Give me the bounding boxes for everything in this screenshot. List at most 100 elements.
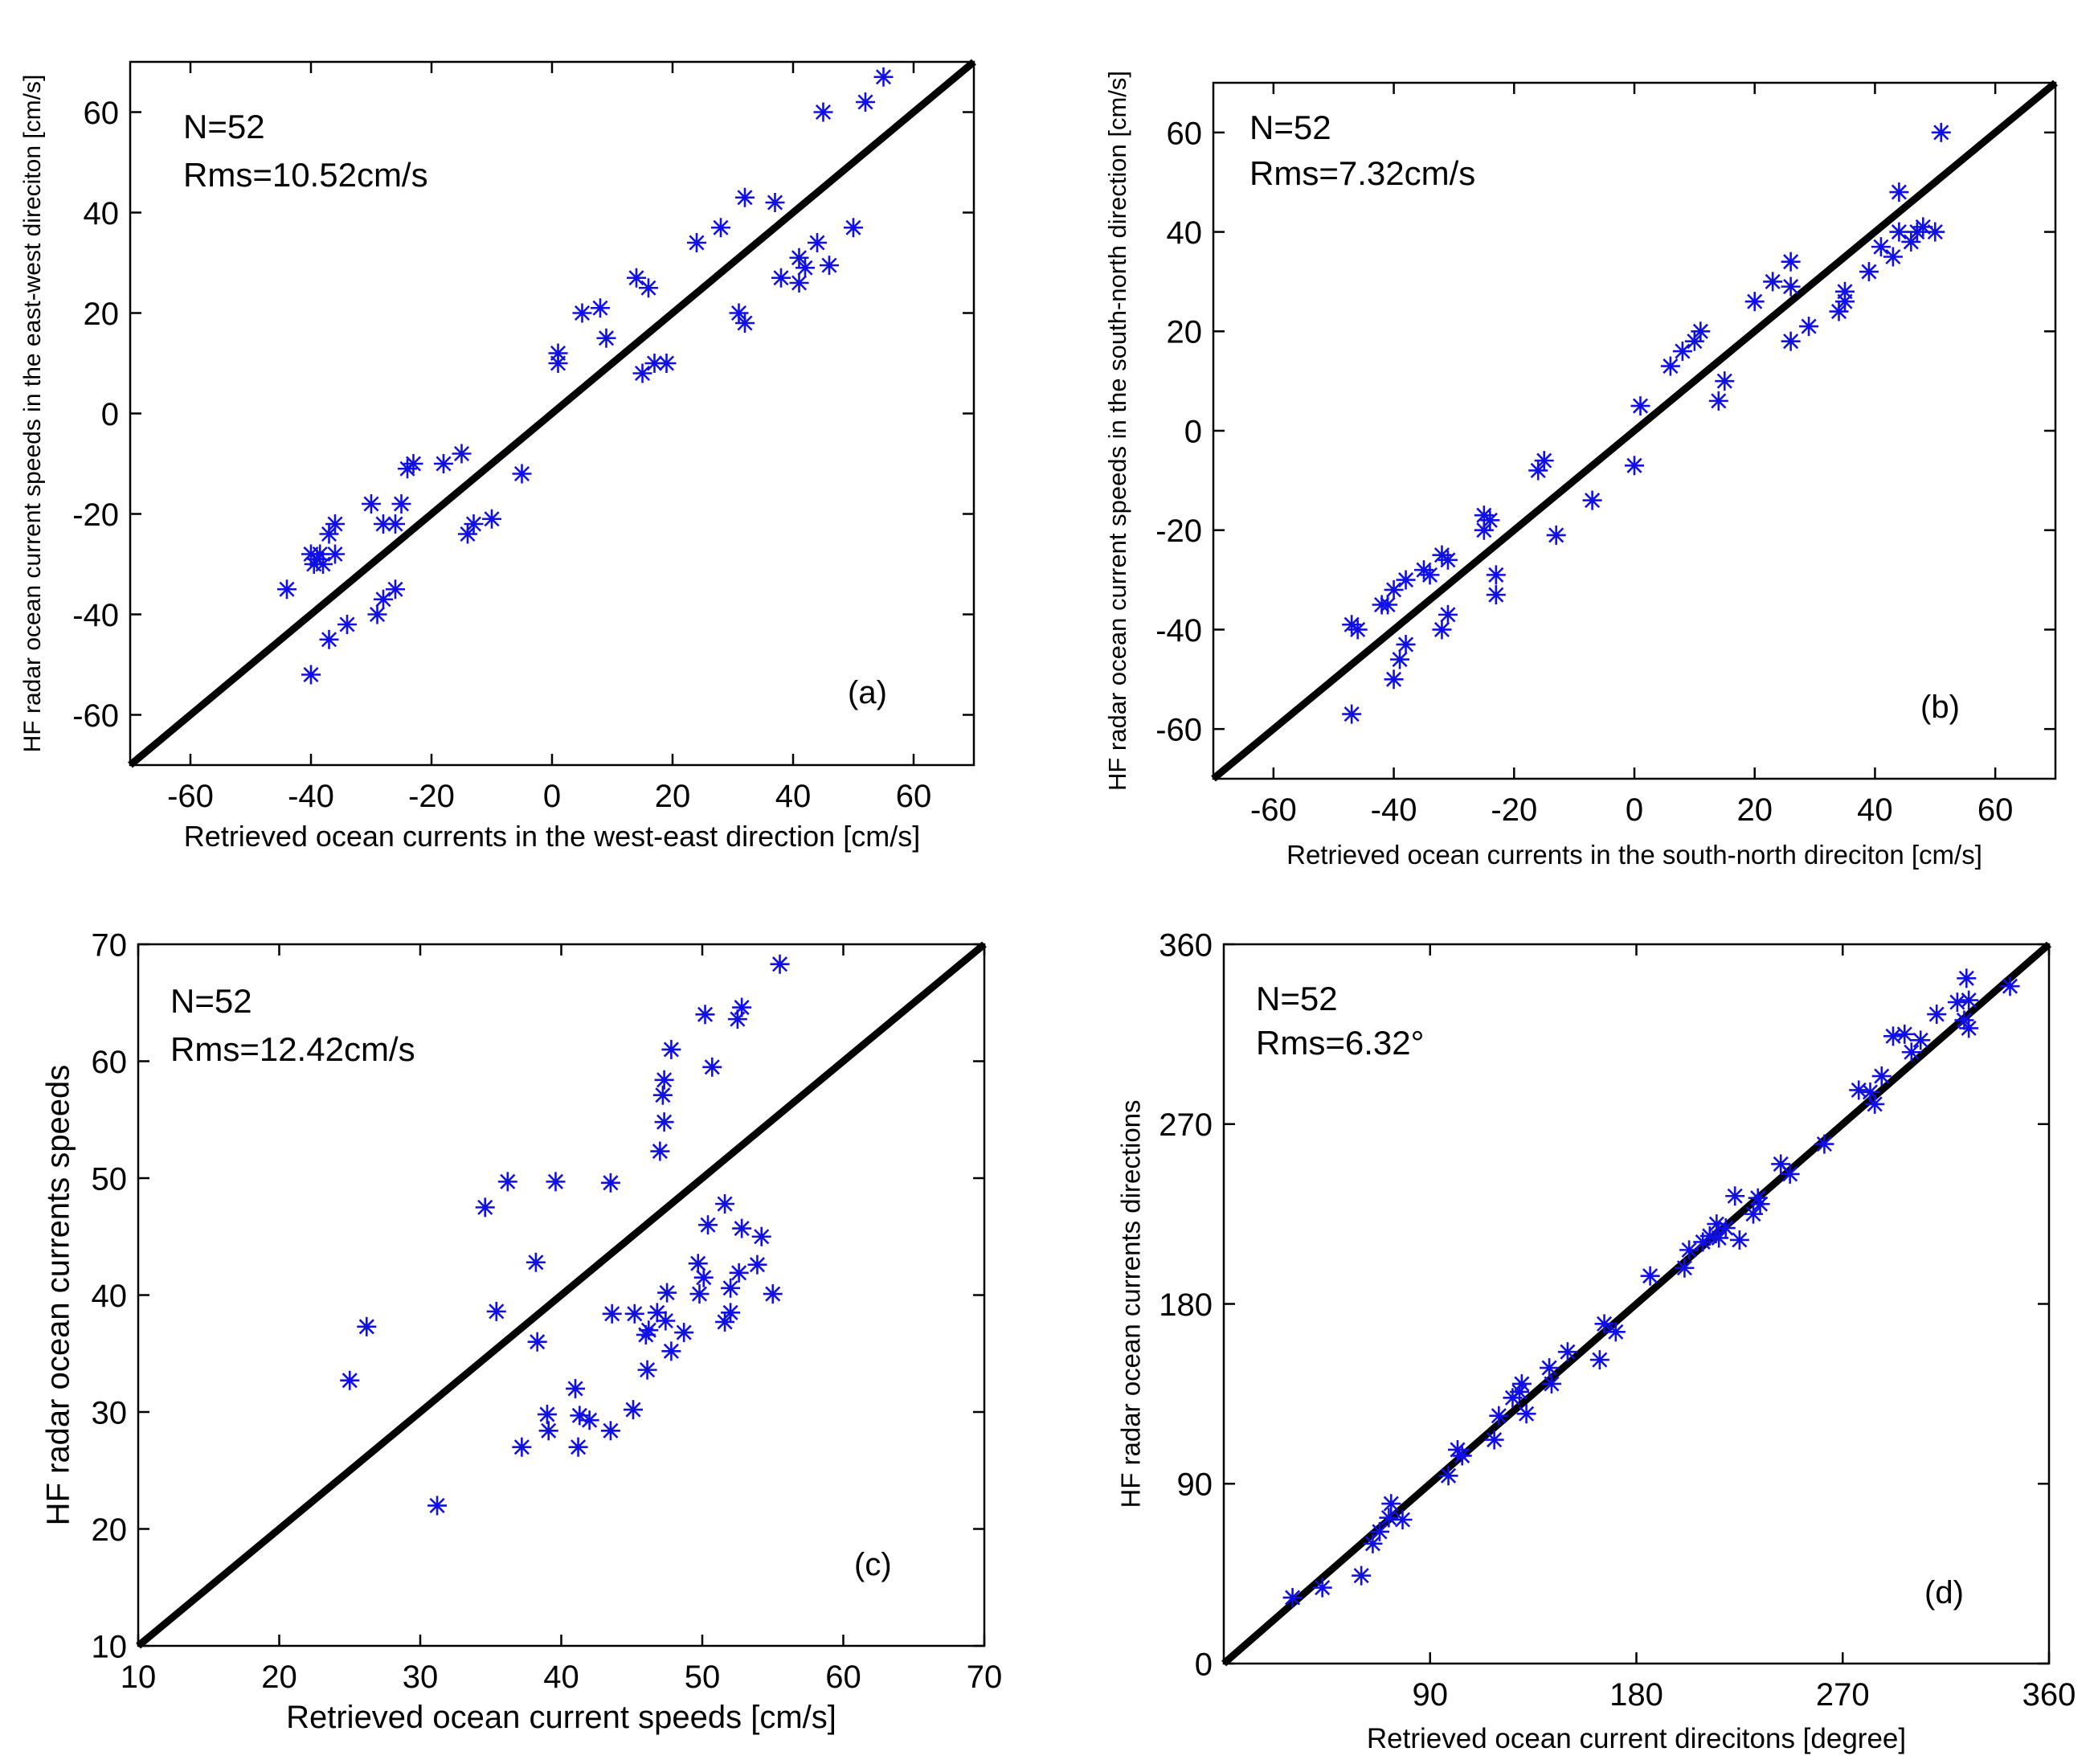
data-point [1312, 1578, 1332, 1598]
data-point [486, 1301, 506, 1321]
data-point [1959, 990, 1979, 1010]
data-point [1684, 331, 1704, 351]
x-tick-label: 60 [896, 779, 932, 814]
data-point [661, 1341, 681, 1361]
y-tick-label: 20 [84, 297, 120, 332]
data-point [1871, 237, 1891, 257]
y-tick-label: 180 [1159, 1287, 1213, 1323]
ticks-a: -60 -40 -20 0 20 40 60 -60 -40 -20 0 20 40 60 [72, 62, 974, 814]
data-point [695, 1005, 715, 1025]
x-tick-label: 20 [1736, 792, 1773, 828]
y-tick-label: 70 [92, 927, 128, 963]
y-tick-label: -40 [1155, 613, 1202, 649]
data-point [632, 363, 652, 383]
data-point [624, 1304, 644, 1324]
data-point [1716, 1218, 1736, 1238]
data-point [1860, 1082, 1880, 1102]
data-point [1546, 525, 1566, 545]
data-point [319, 524, 339, 544]
data-point [1282, 1587, 1303, 1607]
data-point [711, 218, 730, 238]
rms-label: Rms=6.32° [1256, 1024, 1424, 1062]
data-point [386, 514, 405, 534]
data-point [367, 604, 387, 624]
data-point [661, 1039, 681, 1059]
data-point [735, 187, 755, 207]
chart-panel-a: -60 -40 -20 0 20 40 60 -60 -40 -20 0 20 40 60 N=52 Rm… [19, 59, 976, 853]
data-point [497, 1172, 517, 1192]
data-point [600, 1173, 620, 1193]
x-tick-label: 20 [261, 1660, 297, 1695]
panel-label: (c) [854, 1547, 892, 1582]
data-point [1889, 222, 1909, 242]
data-point [512, 464, 532, 484]
y-tick-label: 10 [92, 1629, 128, 1664]
data-point [656, 1311, 676, 1331]
data-point [693, 1267, 714, 1287]
data-point [1432, 620, 1452, 640]
data-point [1438, 550, 1458, 570]
data-point [1889, 182, 1909, 203]
data-point [729, 303, 749, 323]
x-tick-label: 10 [121, 1660, 157, 1695]
data-point [657, 1283, 677, 1303]
data-point [1675, 1258, 1695, 1278]
data-point [674, 1323, 694, 1343]
axes-frame-b [1212, 81, 2057, 780]
data-point [1709, 1228, 1729, 1248]
data-point [1781, 252, 1801, 272]
x-tick-label: 180 [1609, 1677, 1663, 1713]
data-point [1814, 1134, 1834, 1154]
reference-line-a [128, 59, 976, 768]
x-tick-label: 20 [655, 779, 691, 814]
data-point [637, 1360, 657, 1380]
data-point [1901, 1042, 1921, 1062]
data-point [1605, 1322, 1626, 1342]
data-point [548, 354, 568, 373]
data-point [687, 233, 706, 252]
data-point [751, 1226, 771, 1246]
data-point [538, 1421, 558, 1441]
data-point [1384, 669, 1404, 690]
axes-frame-d [1222, 943, 2051, 1665]
data-point [1486, 585, 1506, 605]
data-point [715, 1194, 735, 1214]
y-axis-label: HF radar ocean currents directions [1116, 1099, 1146, 1508]
y-tick-label: -40 [72, 598, 119, 633]
data-point [2000, 976, 2020, 997]
y-axis-label: HF radar ocean currents speeds [41, 1065, 76, 1526]
data-point [1672, 342, 1692, 362]
data-point [277, 579, 297, 600]
x-tick-label: 360 [2022, 1677, 2076, 1713]
data-point [795, 258, 815, 278]
data-point [698, 1215, 718, 1235]
data-point [654, 1070, 674, 1090]
data-point [1927, 1005, 1947, 1025]
data-point [747, 1254, 767, 1275]
chart-panel-b: -60 -40 -20 0 20 40 60 -60 -40 -20 0 20 40 60 N=52 Rm… [1103, 71, 2058, 870]
x-tick-label: -60 [167, 779, 214, 814]
data-point [1781, 276, 1801, 297]
data-point [1474, 520, 1494, 540]
y-tick-label: 40 [1167, 215, 1203, 251]
data-point [1511, 1373, 1532, 1394]
data-point [654, 1112, 674, 1132]
data-point [1763, 272, 1783, 292]
data-point [1883, 247, 1903, 267]
x-tick-label: -40 [288, 779, 334, 814]
axes-frame-a [129, 60, 975, 767]
data-point [1743, 1204, 1763, 1224]
data-point [482, 509, 501, 529]
data-point [813, 102, 833, 122]
x-axis-label: Retrieved ocean current speeds [cm/s] [286, 1700, 836, 1735]
chart-panel-d: 90 180 270 360 0 90 180 270 360 N=52 Rms=6.32° (… [1116, 927, 2076, 1754]
data-point [721, 1303, 741, 1323]
data-point [1452, 1446, 1472, 1466]
data-point [735, 313, 755, 333]
data-point [1780, 1164, 1800, 1184]
data-point [337, 615, 357, 634]
data-point [1369, 1521, 1389, 1541]
data-point [566, 1378, 586, 1398]
x-tick-label: 60 [1977, 792, 2014, 828]
x-tick-label: -20 [1491, 792, 1537, 828]
